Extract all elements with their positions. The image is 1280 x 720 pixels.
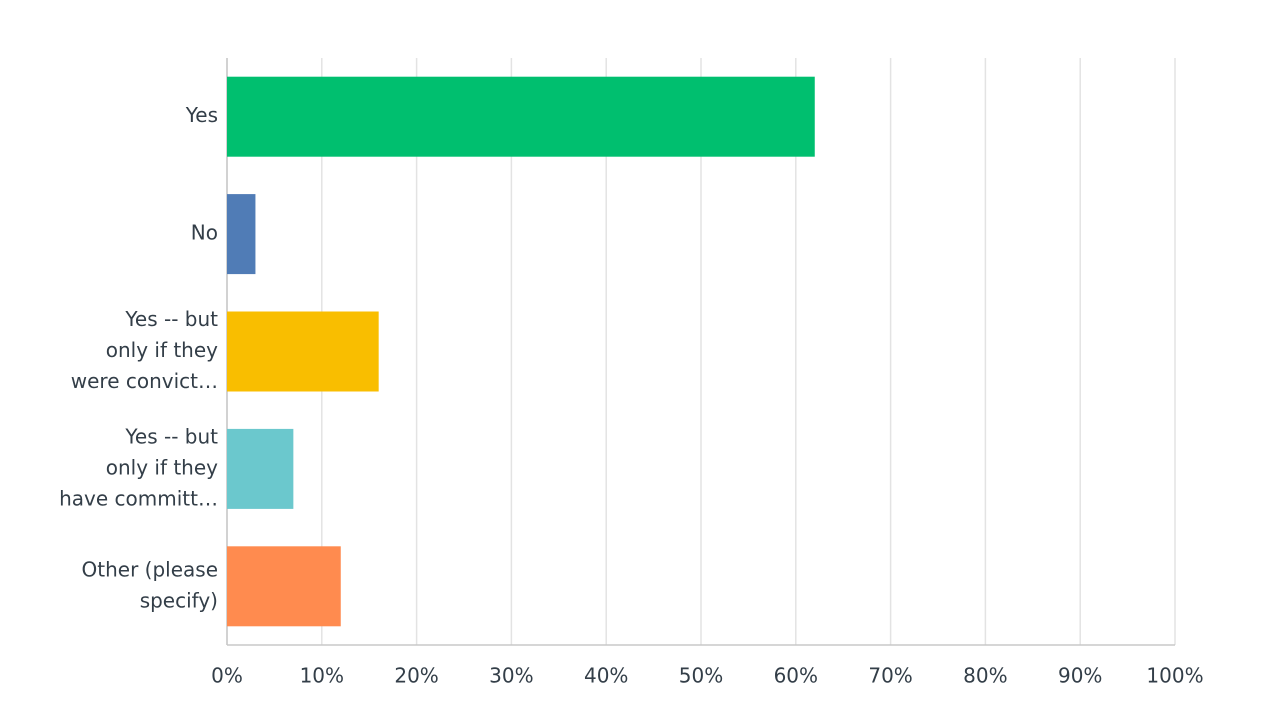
y-tick-label: specify) xyxy=(140,588,218,612)
y-tick-label: Yes -- but xyxy=(124,307,218,331)
y-tick-label: Yes -- but xyxy=(124,424,218,448)
y-tick-label: No xyxy=(191,221,218,245)
bar xyxy=(227,546,341,627)
x-tick-label: 100% xyxy=(1146,664,1203,688)
y-tick-label: Yes xyxy=(185,103,218,127)
x-tick-label: 50% xyxy=(679,664,723,688)
bar xyxy=(227,194,256,275)
x-tick-label: 60% xyxy=(774,664,818,688)
y-tick-label: were convict… xyxy=(71,369,218,393)
x-tick-label: 70% xyxy=(868,664,912,688)
bar xyxy=(227,311,379,392)
x-tick-label: 20% xyxy=(394,664,438,688)
y-tick-label: Other (please xyxy=(82,557,218,581)
x-tick-label: 10% xyxy=(300,664,344,688)
x-tick-label: 0% xyxy=(211,664,243,688)
x-tick-label: 80% xyxy=(963,664,1007,688)
x-tick-label: 40% xyxy=(584,664,628,688)
y-tick-label: have committ… xyxy=(59,486,218,510)
x-tick-label: 30% xyxy=(489,664,533,688)
x-tick-label: 90% xyxy=(1058,664,1102,688)
y-tick-label: only if they xyxy=(106,455,218,479)
bar xyxy=(227,76,815,157)
bar xyxy=(227,428,294,509)
y-tick-label: only if they xyxy=(106,338,218,362)
